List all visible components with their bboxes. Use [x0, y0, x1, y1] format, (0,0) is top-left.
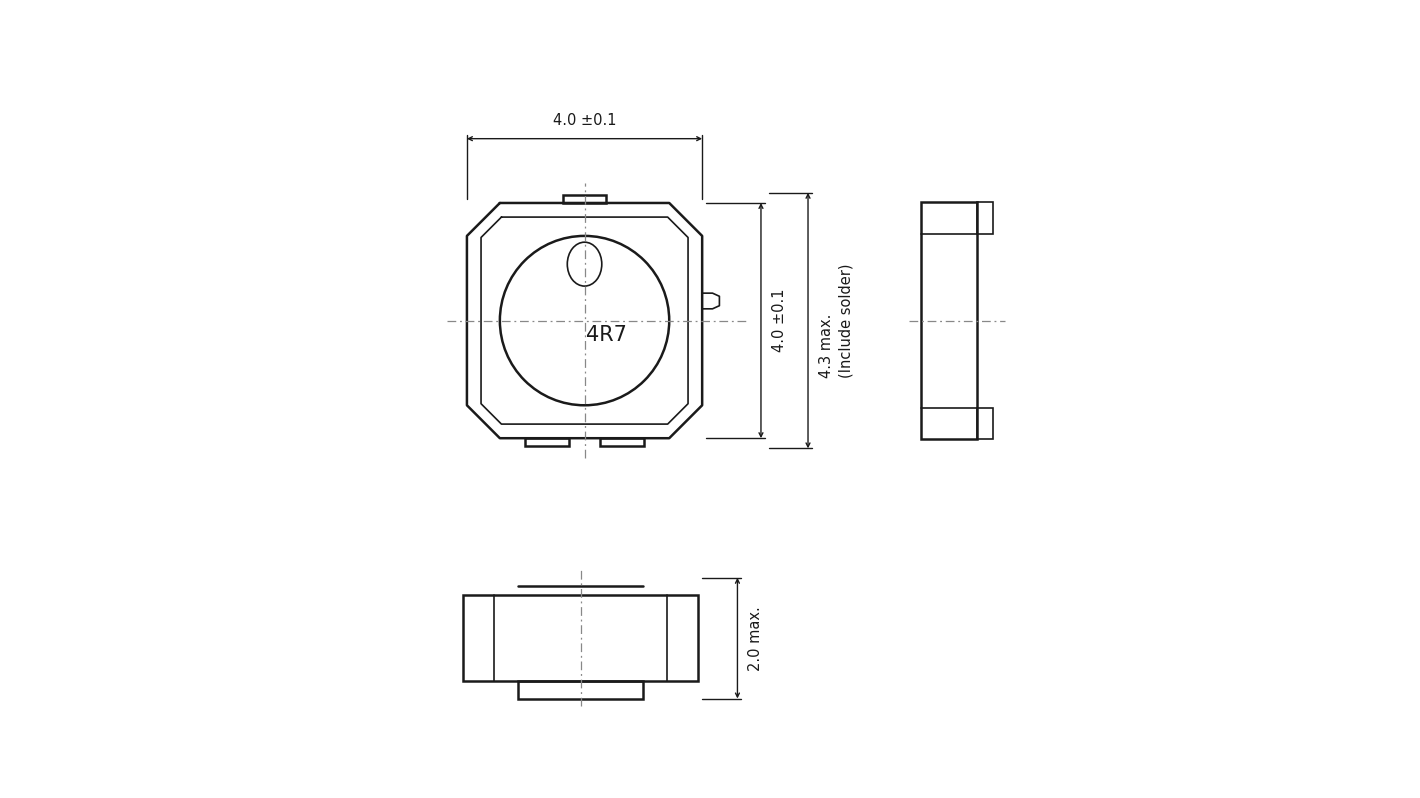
Text: 4.0 ±0.1: 4.0 ±0.1: [772, 289, 787, 353]
Bar: [922, 202, 977, 439]
Text: 4.3 max.
(Include solder): 4.3 max. (Include solder): [819, 263, 853, 377]
Text: 4.0 ±0.1: 4.0 ±0.1: [552, 113, 616, 128]
Text: 4R7: 4R7: [586, 325, 628, 345]
Bar: [525, 438, 569, 446]
Bar: [518, 681, 643, 698]
Bar: [463, 595, 699, 681]
Bar: [601, 438, 645, 446]
Bar: [562, 196, 606, 203]
Bar: [977, 408, 993, 439]
Bar: [977, 202, 993, 234]
Text: 2.0 max.: 2.0 max.: [748, 606, 764, 670]
